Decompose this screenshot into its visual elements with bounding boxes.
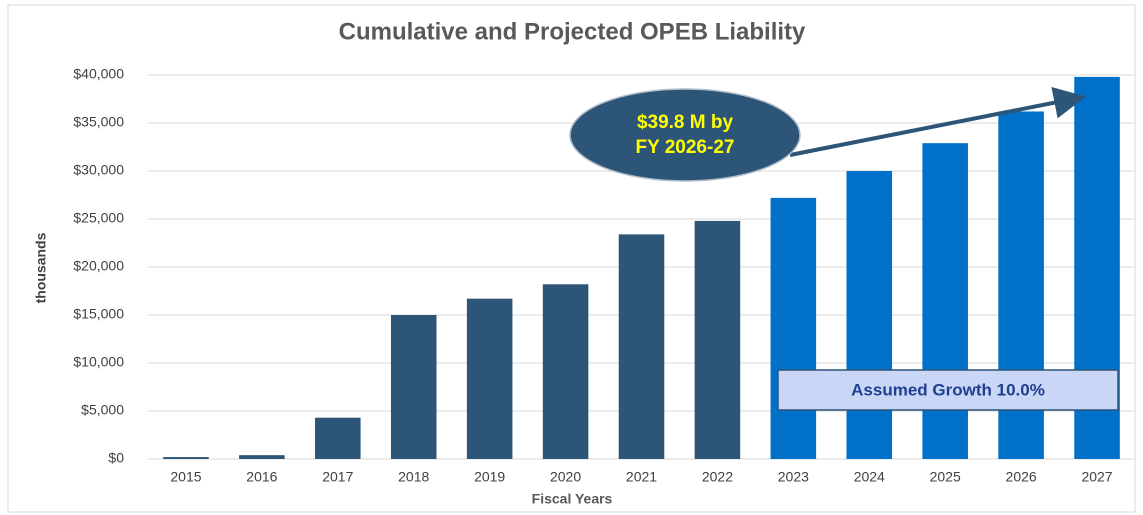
x-tick-label: 2025: [930, 469, 961, 485]
x-tick-label: 2021: [626, 469, 657, 485]
bar: [466, 298, 513, 459]
callout-arrow: [789, 86, 1086, 157]
bar: [239, 455, 285, 459]
bar: [315, 417, 361, 459]
bar: [163, 457, 209, 459]
x-tick-label: 2026: [1006, 469, 1037, 485]
bar: [390, 315, 437, 459]
y-axis-label: thousands: [33, 232, 49, 303]
x-tick-label: 2024: [854, 469, 885, 485]
bar: [618, 234, 665, 459]
bar: [922, 143, 968, 459]
callout-bubble: [569, 88, 801, 182]
x-axis-label: Fiscal Years: [532, 491, 613, 507]
x-tick-label: 2022: [702, 469, 733, 485]
y-tick-label: $15,000: [73, 306, 124, 322]
y-tick-label: $5,000: [81, 402, 124, 418]
bar: [770, 197, 817, 459]
y-tick-label: $25,000: [73, 210, 124, 226]
callout-text: $39.8 M by: [637, 112, 734, 133]
growth-box: [777, 369, 1119, 411]
y-tick-label: $30,000: [73, 162, 124, 178]
x-tick-label: 2016: [246, 469, 277, 485]
bar: [694, 220, 741, 459]
growth-text: Assumed Growth 10.0%: [851, 380, 1045, 399]
y-tick-label: $40,000: [73, 66, 124, 82]
bar: [542, 284, 589, 459]
x-tick-label: 2015: [170, 469, 201, 485]
x-tick-label: 2027: [1081, 469, 1112, 485]
chart-title: Cumulative and Projected OPEB Liability: [339, 18, 806, 45]
y-tick-label: $0: [108, 450, 124, 466]
x-tick-label: 2023: [778, 469, 809, 485]
x-tick-label: 2018: [398, 469, 429, 485]
bar: [846, 171, 893, 459]
x-tick-label: 2019: [474, 469, 505, 485]
x-tick-label: 2017: [322, 469, 353, 485]
y-tick-label: $20,000: [73, 258, 124, 274]
x-tick-label: 2020: [550, 469, 581, 485]
y-tick-label: $35,000: [73, 114, 124, 130]
y-tick-label: $10,000: [73, 354, 124, 370]
callout-text: FY 2026-27: [636, 137, 735, 158]
